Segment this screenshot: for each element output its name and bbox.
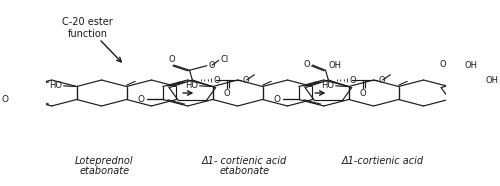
Text: C-20 ester
function: C-20 ester function xyxy=(62,17,113,39)
Text: O: O xyxy=(439,60,446,69)
Text: OH: OH xyxy=(328,61,342,70)
Text: O: O xyxy=(243,76,250,84)
Text: O: O xyxy=(379,76,386,84)
Text: O: O xyxy=(214,76,220,84)
Text: O: O xyxy=(303,60,310,69)
Text: O: O xyxy=(360,89,366,98)
Text: O: O xyxy=(350,76,356,84)
Text: Loteprednol: Loteprednol xyxy=(75,156,134,166)
Text: Δ1-cortienic acid: Δ1-cortienic acid xyxy=(341,156,423,166)
Text: HO: HO xyxy=(49,81,62,90)
Text: O: O xyxy=(138,95,144,104)
Text: O: O xyxy=(168,55,174,64)
Text: HO: HO xyxy=(186,81,198,90)
Text: HO: HO xyxy=(322,81,334,90)
Text: etabonate: etabonate xyxy=(219,166,270,176)
Text: Δ1- cortienic acid: Δ1- cortienic acid xyxy=(202,156,287,166)
Text: etabonate: etabonate xyxy=(79,166,130,176)
Text: O: O xyxy=(2,95,8,104)
Text: OH: OH xyxy=(486,76,498,84)
Text: Cl: Cl xyxy=(220,55,229,64)
Text: O: O xyxy=(224,89,230,98)
Text: O: O xyxy=(274,95,280,104)
Text: O: O xyxy=(208,61,215,70)
Text: OH: OH xyxy=(464,61,477,70)
